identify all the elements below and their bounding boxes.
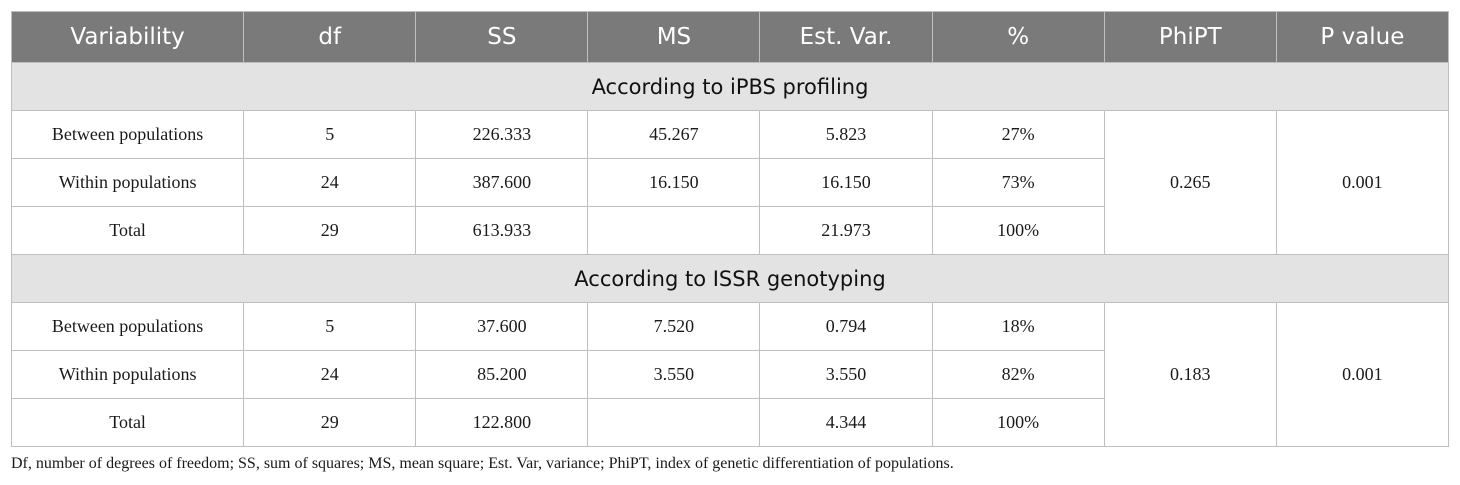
cell-est-var: 16.150 [759, 158, 933, 207]
header-row: Variability df SS MS Est. Var. % PhiPT P… [11, 11, 1449, 63]
cell-percent: 18% [931, 302, 1105, 351]
cell-ms: 16.150 [587, 158, 761, 207]
cell-percent: 100% [931, 206, 1105, 255]
cell-percent: 27% [931, 110, 1105, 159]
cell-est-var: 3.550 [759, 350, 933, 399]
table-row: Within populations 24 85.200 3.550 3.550… [10, 350, 1449, 399]
cell-phipt: 0.183 [1103, 302, 1277, 447]
cell-df: 29 [243, 398, 417, 447]
header-percent: % [931, 11, 1105, 63]
cell-variability: Between populations [10, 302, 245, 351]
cell-variability: Within populations [10, 350, 245, 399]
header-est-var: Est. Var. [759, 11, 933, 63]
section-row-issr: According to ISSR genotyping [11, 254, 1449, 303]
table-row: Total 29 613.933 21.973 100% [10, 206, 1449, 255]
cell-ss: 613.933 [415, 206, 589, 255]
cell-ss: 226.333 [415, 110, 589, 159]
table-row: Between populations 5 226.333 45.267 5.8… [10, 110, 1450, 255]
cell-ms: 7.520 [587, 302, 761, 351]
header-p-value: P value [1275, 11, 1449, 63]
header-df: df [243, 11, 416, 63]
cell-ss: 387.600 [415, 158, 589, 207]
cell-percent: 100% [931, 398, 1105, 447]
table-row: Between populations 5 37.600 7.520 0.794… [10, 302, 1450, 447]
section-title: According to ISSR genotyping [11, 254, 1449, 303]
cell-ss: 85.200 [415, 350, 589, 399]
amova-table-container: Variability df SS MS Est. Var. % PhiPT P… [10, 11, 1450, 447]
cell-variability: Within populations [10, 158, 245, 207]
header-phipt: PhiPT [1103, 11, 1277, 63]
amova-table: Variability df SS MS Est. Var. % PhiPT P… [10, 11, 1450, 447]
table-row: Total 29 122.800 4.344 100% [10, 398, 1449, 447]
cell-phipt: 0.265 [1103, 110, 1277, 255]
table-footnote: Df, number of degrees of freedom; SS, su… [11, 455, 954, 472]
header-variability: Variability [11, 11, 244, 63]
cell-df: 5 [243, 302, 417, 351]
cell-df: 29 [243, 206, 417, 255]
cell-ss: 37.600 [415, 302, 589, 351]
cell-ms [587, 398, 761, 447]
cell-est-var: 21.973 [759, 206, 933, 255]
cell-variability: Total [10, 398, 245, 447]
cell-est-var: 0.794 [759, 302, 933, 351]
cell-variability: Between populations [10, 110, 245, 159]
cell-p-value: 0.001 [1275, 110, 1450, 255]
cell-ms [587, 206, 761, 255]
cell-p-value: 0.001 [1275, 302, 1450, 447]
cell-df: 24 [243, 158, 417, 207]
cell-ss: 122.800 [415, 398, 589, 447]
cell-variability: Total [10, 206, 245, 255]
section-title: According to iPBS profiling [11, 62, 1449, 111]
cell-percent: 73% [931, 158, 1105, 207]
header-ms: MS [587, 11, 760, 63]
cell-df: 5 [243, 110, 417, 159]
header-ss: SS [415, 11, 588, 63]
cell-df: 24 [243, 350, 417, 399]
cell-percent: 82% [931, 350, 1105, 399]
section-row-ipbs: According to iPBS profiling [11, 62, 1449, 111]
cell-ms: 45.267 [587, 110, 761, 159]
cell-est-var: 5.823 [759, 110, 933, 159]
cell-ms: 3.550 [587, 350, 761, 399]
cell-est-var: 4.344 [759, 398, 933, 447]
table-row: Within populations 24 387.600 16.150 16.… [10, 158, 1449, 207]
